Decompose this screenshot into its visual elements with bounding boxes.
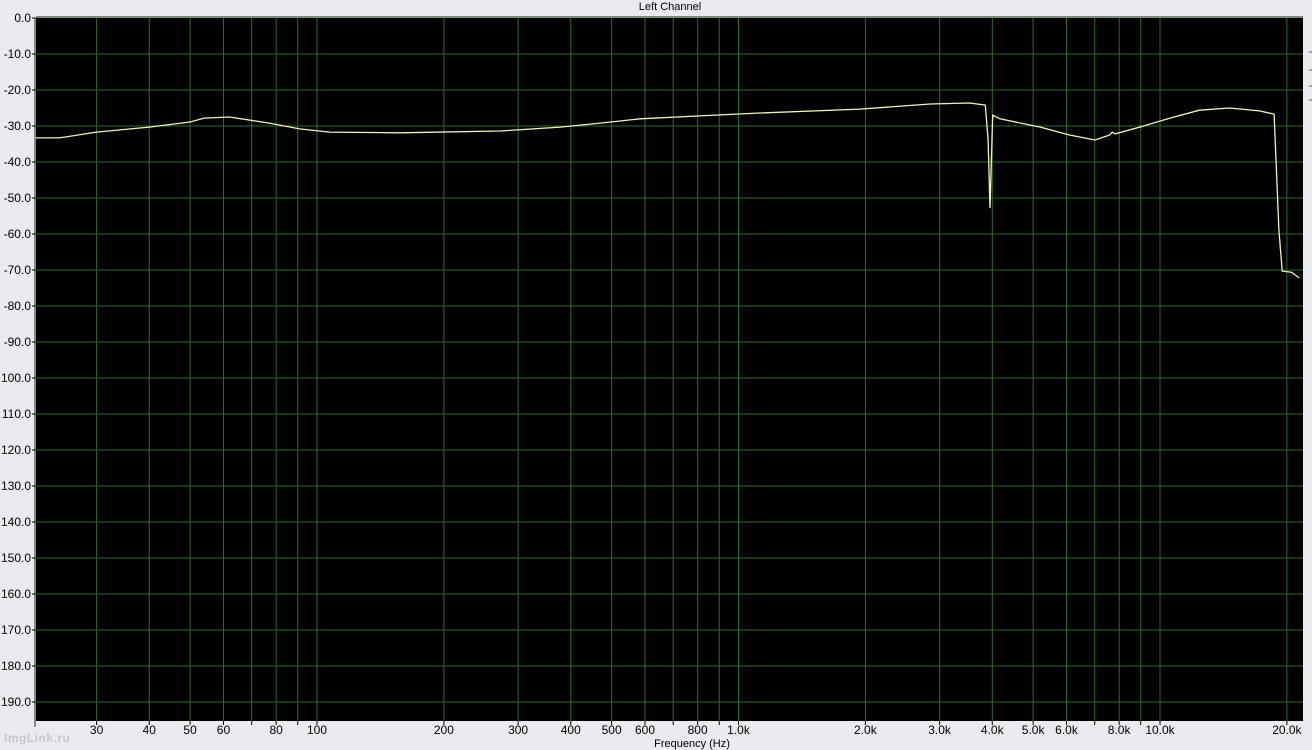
chart-title: Left Channel: [638, 1, 702, 13]
x-tick-label: 10.0k: [1145, 723, 1175, 737]
y-tick-label: 150.0: [1, 551, 31, 565]
x-tick-label: 100: [307, 723, 327, 737]
x-tick-label: 3.0k: [928, 723, 952, 737]
x-tick-label: 50: [183, 723, 197, 737]
y-tick-label: 190.0: [1, 695, 31, 709]
y-tick-label: -70.0: [4, 263, 32, 277]
series-line: [35, 102, 1300, 279]
y-tick-label: 180.0: [1, 659, 31, 673]
x-tick-label: 2.0k: [854, 723, 878, 737]
y-tick-label: -20.0: [4, 83, 32, 97]
x-tick-label: 30: [90, 723, 104, 737]
x-tick-label: 4.0k: [981, 723, 1005, 737]
x-tick-label: 40: [143, 723, 157, 737]
plot-area: [36, 18, 1303, 721]
x-axis-label: Frequency (Hz): [654, 738, 730, 750]
x-tick-label: 1.0k: [727, 723, 751, 737]
y-tick-label: -50.0: [4, 191, 32, 205]
x-tick-label: 5.0k: [1022, 723, 1046, 737]
x-tick-label: 500: [602, 723, 622, 737]
x-tick-label: 800: [688, 723, 708, 737]
x-tick-label: 60: [217, 723, 231, 737]
x-tick-label: 6.0k: [1055, 723, 1079, 737]
x-tick-label: 600: [635, 723, 655, 737]
y-tick-label: -80.0: [4, 299, 32, 313]
y-tick-label: 0.0: [14, 11, 31, 25]
y-tick-label: 140.0: [1, 515, 31, 529]
y-tick-label: 160.0: [1, 587, 31, 601]
y-tick-label: 100.0: [1, 371, 31, 385]
y-tick-label: 130.0: [1, 479, 31, 493]
y-tick-label: -10.0: [4, 47, 32, 61]
x-tick-label: 8.0k: [1108, 723, 1132, 737]
x-tick-label: 200: [434, 723, 454, 737]
x-tick-label: 20.0k: [1272, 723, 1302, 737]
y-tick-label: 110.0: [2, 407, 31, 421]
y-tick-label: -30.0: [4, 119, 32, 133]
y-tick-label: 120.0: [1, 443, 31, 457]
watermark: ImgLink.ru: [4, 731, 71, 745]
y-tick-label: -60.0: [4, 227, 32, 241]
x-tick-label: 300: [508, 723, 528, 737]
x-tick-label: 80: [269, 723, 283, 737]
y-tick-label: 170.0: [1, 623, 31, 637]
y-tick-label: -40.0: [4, 155, 32, 169]
x-tick-label: 400: [561, 723, 581, 737]
y-tick-label: -90.0: [4, 335, 32, 349]
